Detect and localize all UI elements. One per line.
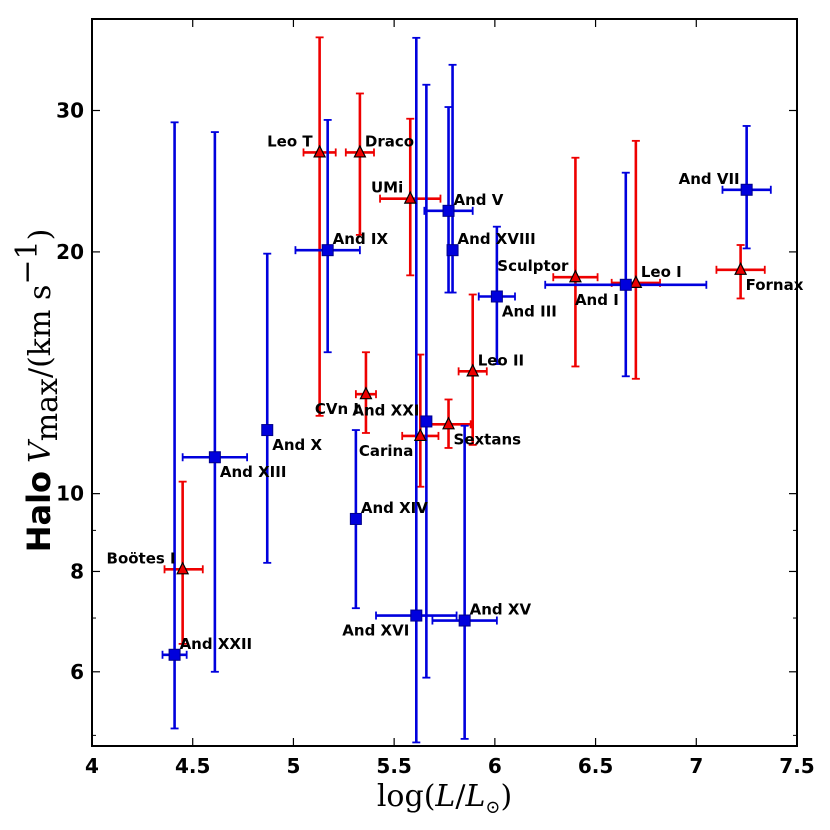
- data-point-label: Leo I: [641, 263, 682, 281]
- y-tick-label: 30: [56, 98, 84, 122]
- x-tick-label: 7: [689, 754, 703, 778]
- data-point-triangle: [568, 269, 582, 283]
- data-point-label: Sculptor: [497, 257, 569, 275]
- data-point-square: [208, 451, 221, 464]
- plot-frame: [91, 18, 798, 747]
- data-point-label: And III: [502, 302, 557, 320]
- data-point-triangle: [413, 428, 427, 442]
- data-point-label: Leo II: [478, 351, 524, 369]
- point-labels: Boötes I Leo T Draco UMi CVn I Carina Sextans L…: [107, 132, 804, 652]
- x-tick-label: 4: [85, 754, 99, 778]
- data-point-triangle: [313, 144, 327, 158]
- data-point-label: And I: [575, 291, 619, 309]
- data-point-square: [446, 244, 459, 257]
- data-point-label: And XIII: [220, 463, 287, 481]
- data-point-label: Boötes I: [107, 549, 176, 567]
- data-point-label: And V: [454, 191, 504, 209]
- data-point-label: And XIV: [361, 499, 428, 517]
- data-point-triangle: [176, 561, 190, 575]
- y-axis-title: HaloVmax/(km s−1): [10, 229, 65, 553]
- data-point-square: [490, 290, 503, 303]
- data-point-label: And XV: [470, 601, 532, 619]
- axis-ticks: 4 4.5 5 5.5 6 6.5 7 7.5 6 8 10 20 30: [56, 19, 815, 778]
- data-point-square: [619, 278, 632, 291]
- data-point-label: UMi: [371, 179, 403, 197]
- x-tick-label: 6: [488, 754, 502, 778]
- data-point-label: Draco: [365, 132, 414, 150]
- data-point-label: And XXI: [352, 401, 419, 419]
- x-tick-label: 6.5: [578, 754, 613, 778]
- data-point-label: Sextans: [454, 430, 522, 448]
- data-point-label: And IX: [333, 230, 389, 248]
- x-tick-label: 7.5: [779, 754, 814, 778]
- x-tick-label: 4.5: [175, 754, 210, 778]
- data-point-triangle: [466, 363, 480, 377]
- data-point-label: And XVI: [342, 622, 409, 640]
- data-point-label: And XVIII: [458, 230, 536, 248]
- data-point-square: [420, 415, 433, 428]
- x-axis-title: log(L/L⊙): [377, 779, 512, 818]
- y-tick-label: 10: [56, 482, 84, 506]
- error-bars: [161, 36, 772, 744]
- data-point-square: [410, 609, 423, 622]
- data-point-label: Carina: [359, 442, 413, 460]
- x-tick-label: 5.5: [376, 754, 411, 778]
- y-tick-label: 6: [70, 660, 84, 684]
- y-tick-label: 8: [70, 559, 84, 583]
- data-point-label: CVn I: [315, 400, 359, 418]
- data-point-label: And VII: [679, 170, 740, 188]
- data-point-triangle: [629, 275, 643, 288]
- data-point-label: Fornax: [746, 276, 804, 294]
- data-point-triangle: [403, 190, 417, 204]
- data-point-square: [261, 424, 274, 437]
- data-point-square: [740, 183, 753, 196]
- data-point-square: [168, 648, 181, 661]
- data-point-square: [442, 204, 455, 217]
- x-tick-label: 5: [286, 754, 300, 778]
- data-point-triangle: [734, 261, 748, 275]
- y-tick-label: 20: [56, 240, 84, 264]
- data-point-square: [321, 244, 334, 257]
- data-point-label: And XXII: [180, 635, 253, 653]
- data-point-triangle: [442, 416, 455, 430]
- data-markers: [168, 144, 753, 661]
- data-point-triangle: [353, 144, 367, 158]
- data-point-square: [349, 512, 362, 525]
- data-point-label: Leo T: [267, 132, 313, 150]
- data-point-triangle: [359, 386, 373, 400]
- data-point-square: [458, 614, 471, 627]
- data-point-label: And X: [272, 436, 322, 454]
